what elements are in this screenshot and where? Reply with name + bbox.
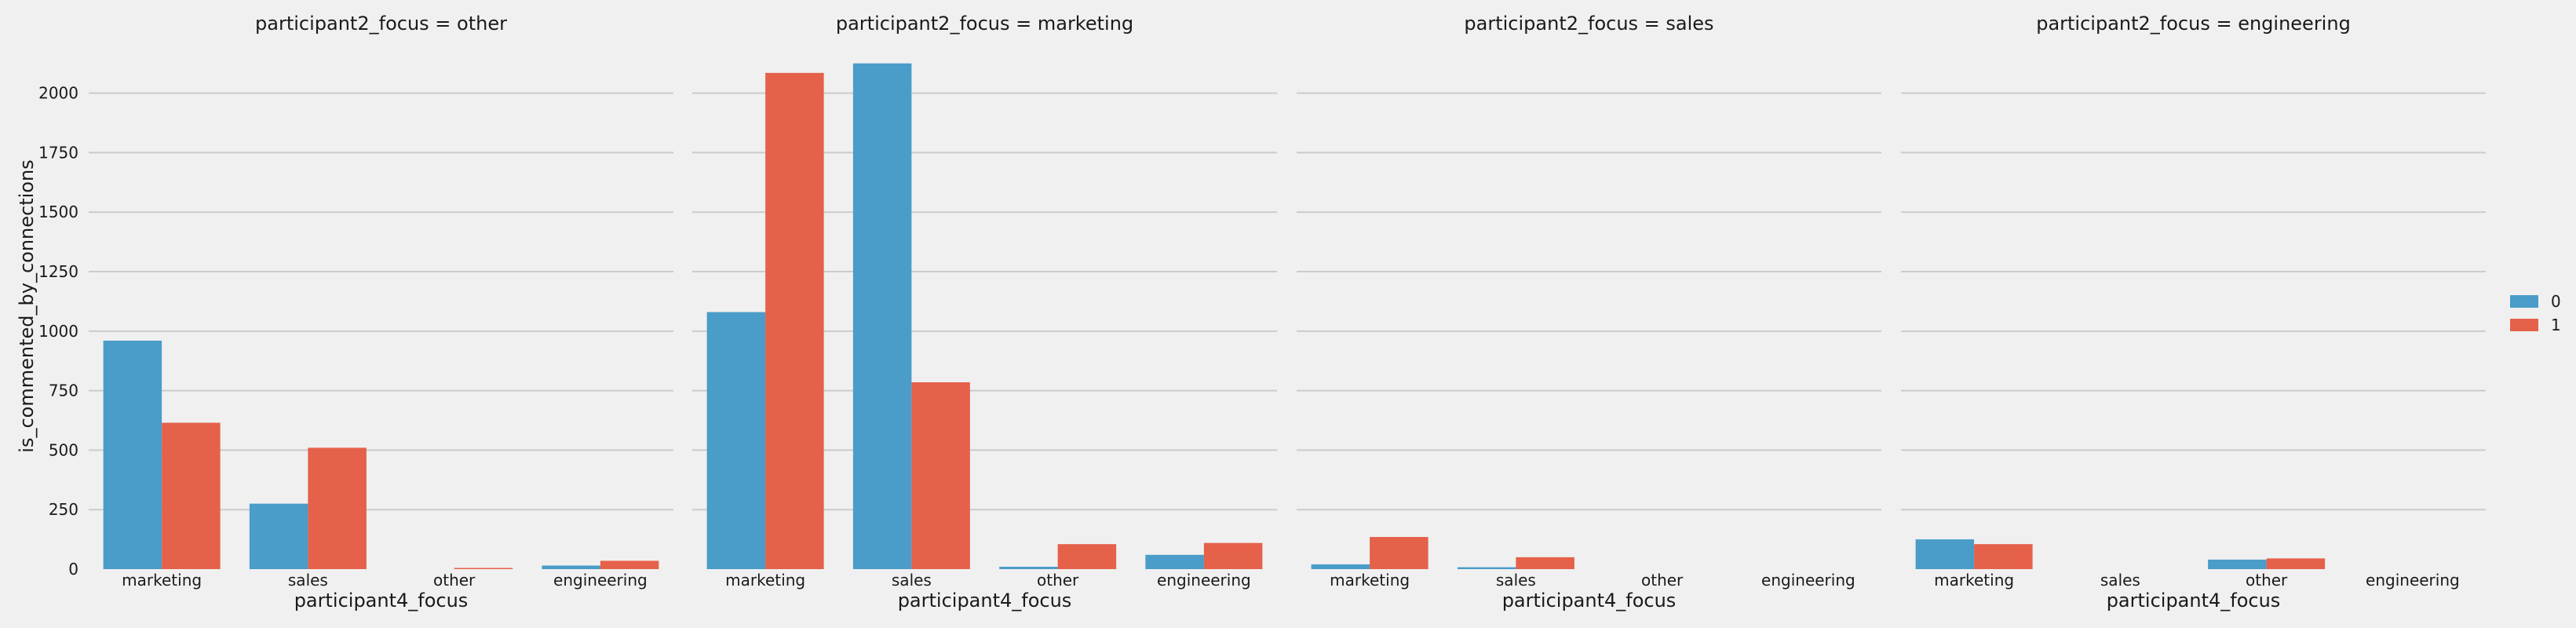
x-tick-label: engineering (2366, 571, 2460, 590)
bar-marketing-series-0 (1915, 539, 1975, 569)
x-tick-label: engineering (1157, 571, 1251, 590)
facet-title: participant2_focus = engineering (2036, 13, 2351, 35)
bar-marketing-series-1 (1370, 537, 1428, 569)
bar-marketing-series-1 (1974, 544, 2033, 569)
y-tick-label: 1250 (38, 262, 78, 281)
x-tick-label: sales (2100, 571, 2140, 590)
bar-sales-series-1 (308, 447, 367, 569)
x-tick-label: sales (288, 571, 328, 590)
y-tick-label: 750 (49, 382, 78, 400)
bar-other-series-1 (2266, 558, 2326, 569)
x-tick-label: other (2246, 571, 2288, 590)
bar-engineering-series-0 (542, 565, 600, 569)
y-tick-label: 1000 (38, 322, 78, 341)
bar-marketing-series-1 (162, 422, 221, 569)
bar-marketing-series-0 (1311, 564, 1370, 569)
facet-engineering: participant2_focus = engineering marketin… (1901, 13, 2486, 612)
facet-sales: participant2_focus = sales marketing sales… (1297, 13, 1881, 612)
facet-marketing: participant2_focus = marketing marketing s… (692, 13, 1277, 612)
x-tick-label: engineering (553, 571, 648, 590)
facet-title: participant2_focus = marketing (836, 13, 1133, 35)
legend-swatch-1 (2510, 319, 2538, 331)
x-axis-label: participant4_focus (1502, 590, 1677, 612)
legend-swatch-0 (2510, 295, 2538, 308)
facet-other: participant2_focus = other marketing sales… (89, 13, 673, 612)
y-tick-label: 500 (49, 440, 78, 459)
x-axis-label: participant4_focus (898, 590, 1072, 612)
x-tick-label: other (1037, 571, 1079, 590)
bar-sales-series-1 (911, 382, 970, 569)
x-tick-label: other (1641, 571, 1684, 590)
x-tick-label: marketing (1330, 571, 1410, 590)
facet-title: participant2_focus = sales (1464, 13, 1713, 35)
x-tick-label: marketing (725, 571, 805, 590)
x-tick-label: other (433, 571, 476, 590)
plot-area (1901, 46, 2486, 569)
bar-engineering-series-0 (1145, 554, 1204, 569)
bar-other-series-0 (999, 566, 1058, 569)
bar-sales-series-1 (1516, 557, 1574, 569)
bar-other-series-1 (454, 568, 513, 569)
legend-label-1: 1 (2551, 316, 2561, 334)
bar-other-series-1 (1057, 544, 1117, 569)
x-tick-label: sales (1496, 571, 1536, 590)
bar-other-series-0 (2208, 559, 2267, 569)
legend-label-0: 0 (2551, 292, 2561, 311)
y-tick-label: 2000 (38, 84, 78, 103)
y-tick-label: 1750 (38, 143, 78, 162)
x-axis-label: participant4_focus (294, 590, 469, 612)
bar-marketing-series-1 (765, 72, 824, 569)
legend: 01 (2510, 292, 2561, 334)
bar-marketing-series-0 (706, 312, 766, 569)
bar-sales-series-0 (249, 503, 308, 569)
bar-engineering-series-1 (600, 560, 659, 569)
plot-area (1297, 46, 1881, 569)
bar-marketing-series-0 (103, 340, 162, 569)
x-tick-label: marketing (1934, 571, 2014, 590)
y-tick-label: 1500 (38, 203, 78, 221)
x-tick-label: engineering (1761, 571, 1855, 590)
y-tick-label: 0 (68, 560, 78, 579)
x-axis-label: participant4_focus (2107, 590, 2281, 612)
facet-title: participant2_focus = other (255, 13, 507, 35)
y-tick-label: 250 (49, 500, 78, 519)
y-axis-label: is_commented_by_connections (16, 159, 38, 452)
bar-engineering-series-1 (1203, 542, 1263, 569)
facets: participant2_focus = other marketing sales… (89, 13, 2486, 612)
x-tick-label: sales (892, 571, 932, 590)
x-tick-label: marketing (122, 571, 202, 590)
bar-sales-series-0 (852, 63, 912, 569)
bar-sales-series-0 (1457, 567, 1516, 569)
